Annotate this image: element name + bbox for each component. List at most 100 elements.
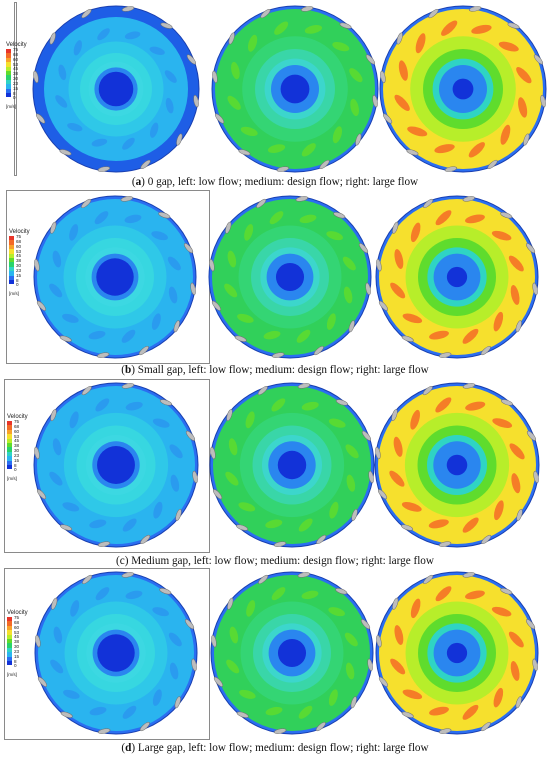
- legend-tick-label: 15: [13, 85, 19, 91]
- legend-tick-label: 30: [14, 448, 20, 454]
- legend-swatch: [6, 75, 11, 80]
- caption-text: Medium gap, left: low flow; medium: desi…: [128, 555, 434, 567]
- legend-swatch: [6, 66, 11, 71]
- legend-tick-label: 23: [14, 648, 20, 654]
- legend-tick-label: 8: [14, 462, 17, 468]
- legend-swatch: [7, 456, 12, 461]
- legend-tick-label: 60: [16, 243, 22, 249]
- legend-tick-label: 15: [14, 653, 20, 659]
- legend-tick-label: 68: [16, 238, 22, 244]
- legend-tick-label: 15: [14, 457, 20, 463]
- legend-tick-label: 23: [16, 267, 22, 273]
- legend-swatch: [7, 429, 12, 435]
- contour-disk-large-flow: [379, 5, 547, 173]
- legend-colorbar: [6, 49, 11, 98]
- legend-title: Velocity: [6, 42, 27, 48]
- legend-tick-label: 0: [13, 95, 16, 101]
- panel-letter: d: [125, 742, 132, 754]
- legend-swatch: [9, 244, 14, 250]
- legend-tick-label: 0: [14, 467, 17, 473]
- contour-disk-low-flow: [34, 571, 198, 735]
- legend-swatch: [7, 447, 12, 452]
- legend-tick-label: 75: [16, 234, 22, 239]
- legend-tick-label: 30: [13, 76, 19, 82]
- legend-swatch: [7, 421, 12, 426]
- legend-unit: [m/s]: [6, 104, 16, 110]
- legend-tick-label: 8: [16, 277, 19, 283]
- legend-tick-label: 75: [14, 419, 20, 424]
- legend-swatch: [9, 266, 14, 272]
- legend-swatch: [9, 236, 14, 241]
- legend-swatch: [6, 57, 11, 63]
- legend-unit: [m/s]: [7, 672, 17, 678]
- panel-b-caption: (b) Small gap, left: low flow; medium: d…: [121, 364, 429, 376]
- legend-tick-label: 68: [14, 423, 20, 429]
- legend-swatch: [9, 275, 14, 280]
- legend-tick-label: 15: [16, 272, 22, 278]
- caption-text: Small gap, left: low flow; medium: desig…: [134, 364, 429, 376]
- legend-swatch: [7, 660, 12, 666]
- contour-disk-design-flow: [208, 195, 372, 359]
- legend-swatch: [9, 271, 14, 276]
- legend-swatch: [6, 53, 11, 58]
- legend-title: Velocity: [7, 414, 28, 420]
- legend-tick-label: 8: [14, 658, 17, 664]
- panel-letter: b: [125, 364, 132, 376]
- caption-text: 0 gap, left: low flow; medium: design fl…: [144, 176, 419, 188]
- legend-swatch: [7, 652, 12, 657]
- panel-letter: c: [119, 555, 125, 567]
- contour-disk-design-flow: [210, 571, 374, 735]
- legend-unit: [m/s]: [9, 291, 19, 297]
- legend-swatch: [7, 442, 12, 448]
- legend-tick-label: 75: [13, 47, 19, 52]
- legend-swatch: [6, 49, 11, 54]
- contour-disk-design-flow: [211, 5, 379, 173]
- legend-title: Velocity: [9, 229, 30, 235]
- legend-swatch: [7, 451, 12, 457]
- legend-swatch: [6, 62, 11, 67]
- legend-swatch: [6, 88, 11, 93]
- legend-swatch: [7, 638, 12, 644]
- panel-letter: a: [135, 176, 142, 188]
- legend-colorbar: [9, 236, 14, 285]
- panel-a-caption: (a) 0 gap, left: low flow; medium: desig…: [131, 176, 419, 188]
- legend-swatch: [7, 634, 12, 639]
- legend-swatch: [7, 625, 12, 631]
- legend-tick-label: 38: [14, 443, 20, 449]
- legend-swatch: [7, 643, 12, 648]
- legend-tick-label: 53: [16, 248, 22, 254]
- legend-tick-label: 45: [14, 634, 20, 640]
- legend-swatch: [7, 425, 12, 430]
- legend-swatch: [6, 84, 11, 89]
- legend-tick-label: 0: [16, 282, 19, 288]
- legend-tick-label: 45: [14, 438, 20, 444]
- panel-c-frame: [4, 379, 210, 553]
- contour-disk-design-flow: [209, 382, 375, 548]
- legend-tick-label: 53: [14, 629, 20, 635]
- legend-swatch: [7, 647, 12, 653]
- caption-text: Large gap, left: low flow; medium: desig…: [135, 742, 429, 754]
- legend-swatch: [7, 617, 12, 622]
- legend-tick-label: 45: [16, 253, 22, 259]
- panel-c-caption: (c) Medium gap, left: low flow; medium: …: [116, 555, 434, 567]
- contour-disk-low-flow: [32, 5, 200, 173]
- legend-swatch: [7, 656, 12, 661]
- legend-swatch: [9, 240, 14, 245]
- legend-swatch: [7, 438, 12, 443]
- contour-disk-large-flow: [375, 571, 539, 735]
- legend-swatch: [7, 434, 12, 439]
- legend-title: Velocity: [7, 610, 28, 616]
- legend-tick-label: 60: [14, 428, 20, 434]
- legend-swatch: [9, 262, 14, 267]
- legend-swatch: [7, 464, 12, 470]
- legend-tick-label: 38: [13, 71, 19, 77]
- legend-swatch: [6, 92, 11, 98]
- legend-tick-label: 60: [14, 624, 20, 630]
- legend-tick-label: 75: [14, 615, 20, 620]
- legend-swatch: [9, 249, 14, 254]
- contour-disk-large-flow: [374, 382, 540, 548]
- panel-d-caption: (d) Large gap, left: low flow; medium: d…: [121, 742, 429, 754]
- contour-disk-large-flow: [375, 195, 539, 359]
- legend-tick-label: 68: [14, 619, 20, 625]
- legend-tick-label: 38: [14, 639, 20, 645]
